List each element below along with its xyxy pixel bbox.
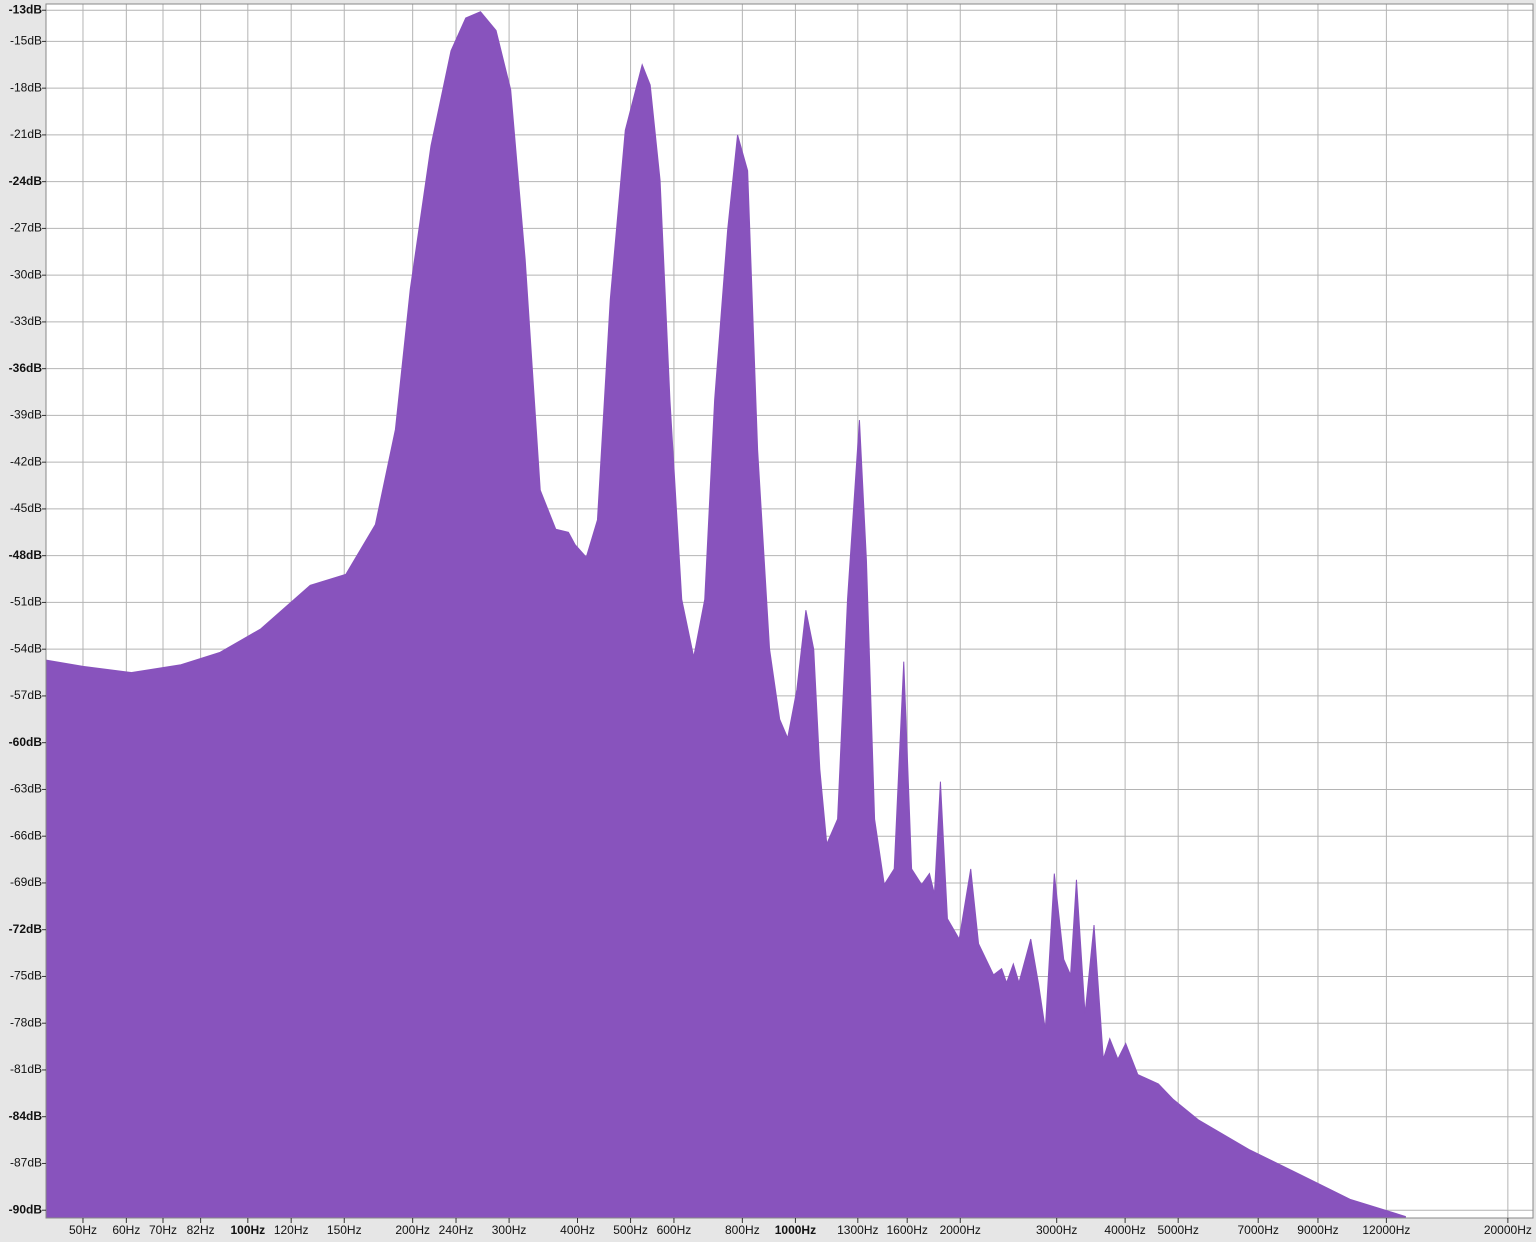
x-tick-label: 50Hz xyxy=(69,1223,97,1237)
x-tick-label: 400Hz xyxy=(560,1223,595,1237)
y-tick-label: -84dB xyxy=(9,1109,43,1123)
y-tick-label: -57dB xyxy=(10,688,42,702)
x-tick-label: 150Hz xyxy=(327,1223,362,1237)
y-tick-label: -27dB xyxy=(10,221,42,235)
y-tick-label: -51dB xyxy=(10,595,42,609)
y-tick-label: -21dB xyxy=(10,127,42,141)
x-tick-label: 60Hz xyxy=(112,1223,140,1237)
y-tick-label: -78dB xyxy=(10,1015,42,1029)
x-tick-label: 9000Hz xyxy=(1297,1223,1338,1237)
y-tick-label: -60dB xyxy=(9,735,43,749)
y-tick-label: -36dB xyxy=(9,361,43,375)
y-tick-label: -66dB xyxy=(10,828,42,842)
x-tick-label: 20000Hz xyxy=(1484,1223,1532,1237)
y-tick-label: -75dB xyxy=(10,969,42,983)
y-tick-label: -63dB xyxy=(10,782,42,796)
y-tick-label: -81dB xyxy=(10,1062,42,1076)
x-tick-label: 500Hz xyxy=(613,1223,648,1237)
x-tick-label: 800Hz xyxy=(725,1223,760,1237)
x-tick-label: 2000Hz xyxy=(940,1223,981,1237)
x-tick-label: 4000Hz xyxy=(1104,1223,1145,1237)
x-tick-label: 1000Hz xyxy=(775,1223,816,1237)
y-tick-label: -87dB xyxy=(10,1156,42,1170)
y-tick-label: -24dB xyxy=(9,174,43,188)
plot-frame xyxy=(45,3,1534,1219)
x-tick-label: 82Hz xyxy=(187,1223,215,1237)
x-tick-label: 100Hz xyxy=(230,1223,265,1237)
x-tick-label: 200Hz xyxy=(395,1223,430,1237)
y-tick-label: -48dB xyxy=(9,548,43,562)
spectrum-area xyxy=(45,11,1406,1219)
y-tick-label: -42dB xyxy=(10,454,42,468)
y-tick-label: -90dB xyxy=(9,1202,43,1216)
x-tick-label: 12000Hz xyxy=(1362,1223,1410,1237)
x-tick-label: 120Hz xyxy=(274,1223,309,1237)
x-tick-label: 600Hz xyxy=(657,1223,692,1237)
y-tick-label: -30dB xyxy=(10,267,42,281)
x-tick-label: 3000Hz xyxy=(1036,1223,1077,1237)
y-tick-label: -33dB xyxy=(10,314,42,328)
y-tick-label: -69dB xyxy=(10,875,42,889)
y-tick-label: -72dB xyxy=(9,922,43,936)
y-tick-label: -13dB xyxy=(9,2,43,16)
x-tick-label: 1600Hz xyxy=(887,1223,928,1237)
x-tick-label: 5000Hz xyxy=(1157,1223,1198,1237)
y-tick-label: -54dB xyxy=(10,641,42,655)
x-tick-label: 300Hz xyxy=(492,1223,527,1237)
x-tick-label: 240Hz xyxy=(439,1223,474,1237)
x-tick-label: 7000Hz xyxy=(1238,1223,1279,1237)
y-tick-label: -18dB xyxy=(10,80,42,94)
y-tick-label: -45dB xyxy=(10,501,42,515)
y-tick-label: -39dB xyxy=(10,408,42,422)
y-tick-label: -15dB xyxy=(10,34,42,48)
x-tick-label: 70Hz xyxy=(149,1223,177,1237)
x-tick-label: 1300Hz xyxy=(837,1223,878,1237)
